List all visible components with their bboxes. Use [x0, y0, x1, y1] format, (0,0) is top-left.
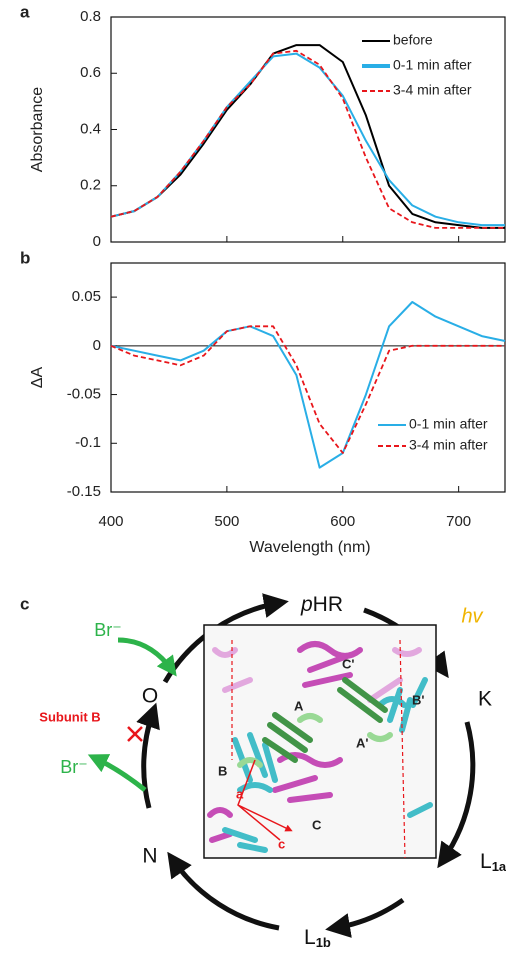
bromide-in-label: Br⁻ — [94, 620, 122, 640]
x-tick-label: 700 — [446, 513, 471, 530]
structure-axis-label: c — [278, 836, 285, 851]
plot-frame — [110, 262, 506, 493]
y-tick-label: -0.1 — [75, 434, 101, 451]
legend-label: 0-1 min after — [393, 57, 472, 73]
legend-label: 0-1 min after — [409, 416, 488, 432]
state-l1a-sub: 1a — [492, 859, 506, 874]
structure-axis-label: a — [236, 786, 244, 801]
light-label: hv — [461, 605, 483, 627]
state-phr: pHR — [300, 593, 343, 616]
data-line — [110, 52, 505, 227]
arrow-l1a-l1b — [325, 897, 405, 938]
structure-label: A' — [356, 735, 368, 750]
state-l1a-main: L — [480, 850, 492, 873]
y-tick-label: 0.2 — [80, 177, 101, 194]
bromide-release-arrow — [87, 754, 147, 792]
panel-label: a — [20, 2, 30, 21]
state-l1b-sub: 1b — [316, 935, 331, 950]
structure-label: B — [218, 763, 227, 778]
state-l1b: L1b — [304, 926, 331, 951]
y-tick-label: 0.6 — [80, 64, 101, 81]
bromide-uptake-arrow — [117, 637, 177, 677]
data-line — [110, 325, 505, 454]
arrow-k-l1a — [437, 721, 476, 869]
y-tick-label: 0 — [93, 233, 101, 250]
structure-label: C' — [342, 656, 354, 671]
arrow-n-o — [136, 702, 160, 809]
structure-label: A — [294, 698, 304, 713]
y-tick-label: 0 — [93, 337, 101, 354]
state-n: N — [142, 845, 157, 868]
state-l1b-main: L — [304, 926, 316, 949]
x-tick-label: 400 — [98, 513, 123, 530]
legend-label: before — [393, 32, 433, 48]
panel-label: b — [20, 248, 30, 267]
structure-inset: C' A A' B' B C a c — [203, 624, 437, 859]
x-tick-label: 600 — [330, 513, 355, 530]
y-tick-label: -0.05 — [67, 386, 101, 403]
y-tick-label: 0.4 — [80, 120, 101, 137]
y-tick-label: 0.8 — [80, 8, 101, 25]
blocked-label: Subunit B — [39, 709, 100, 724]
plot-frame — [110, 16, 506, 243]
y-tick-label: 0.05 — [72, 288, 101, 305]
state-o: O — [142, 685, 158, 708]
bromide-out-label: Br⁻ — [60, 757, 88, 777]
y-tick-label: -0.15 — [67, 483, 101, 500]
x-axis-title: Wavelength (nm) — [249, 539, 370, 556]
structure-label: B' — [412, 692, 424, 707]
x-tick-label: 500 — [214, 513, 239, 530]
legend-label: 3-4 min after — [393, 82, 472, 98]
y-axis-title: Absorbance — [29, 87, 46, 172]
data-line — [110, 44, 505, 229]
state-phr-prefix: p — [300, 593, 313, 616]
state-k: K — [478, 688, 492, 711]
charts: 0 0.2 0.4 0.6 0.8 a Absorbance before 0-1 min af… — [20, 2, 506, 556]
data-line — [110, 49, 505, 229]
structure-label: C — [312, 817, 322, 832]
y-axis-title: ΔA — [29, 366, 46, 388]
blocked-mark — [127, 726, 143, 742]
legend-label: 3-4 min after — [409, 437, 488, 453]
panel-label: c — [20, 594, 29, 613]
data-line — [110, 301, 506, 469]
arrow-l1b-n — [167, 851, 280, 931]
state-phr-main: HR — [313, 593, 343, 616]
state-l1a: L1a — [480, 850, 506, 875]
photocycle-diagram: c pHR hv K L1a L1b N O Br⁻ Br⁻ Subunit B — [20, 593, 506, 951]
